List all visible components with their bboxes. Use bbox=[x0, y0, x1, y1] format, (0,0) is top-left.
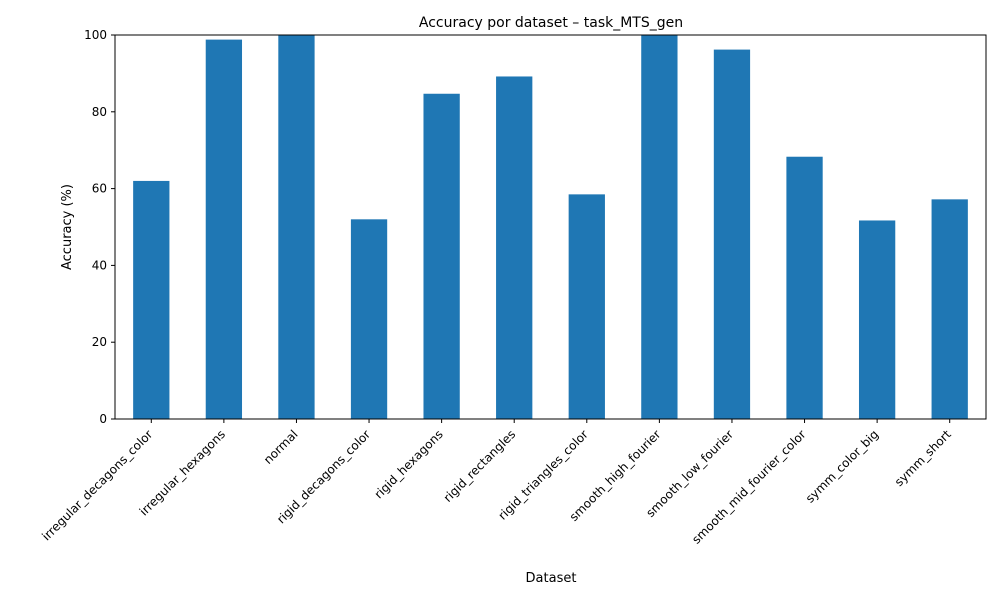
x-tick-label: irregular_decagons_color bbox=[39, 427, 155, 543]
bar-rigid_rectangles bbox=[496, 76, 533, 420]
plot-frame bbox=[114, 34, 987, 420]
bars-group bbox=[133, 35, 968, 420]
bar-symm_short bbox=[931, 199, 968, 419]
bar-smooth_low_fourier bbox=[713, 49, 751, 419]
bar-smooth_mid_fourier_color bbox=[786, 156, 823, 419]
bar-rigid_triangles_color bbox=[568, 194, 605, 419]
x-tick-label: rigid_hexagons bbox=[372, 427, 446, 501]
y-tick-label: 100 bbox=[84, 28, 107, 42]
x-tick-label: normal bbox=[261, 427, 301, 467]
x-axis-label: Dataset bbox=[526, 571, 577, 586]
bar-irregular_hexagons bbox=[205, 39, 243, 419]
chart-title: Accuracy por dataset – task_MTS_gen bbox=[419, 15, 683, 31]
bar-rigid_decagons_color bbox=[350, 219, 388, 419]
bar-smooth_high_fourier bbox=[641, 35, 678, 419]
bar-irregular_decagons_color bbox=[133, 180, 170, 419]
bar-normal bbox=[278, 35, 315, 419]
y-tick-label: 40 bbox=[92, 258, 107, 272]
x-tick-label: symm_color_big bbox=[803, 427, 881, 505]
y-tick-label: 80 bbox=[92, 105, 107, 119]
bar-symm_color_big bbox=[858, 220, 896, 419]
y-tick-label: 20 bbox=[92, 335, 107, 349]
y-tick-label: 60 bbox=[92, 182, 107, 196]
y-axis: 0 20 40 60 80 100 bbox=[84, 28, 115, 426]
x-axis: irregular_decagons_colorirregular_hexago… bbox=[39, 419, 954, 547]
x-tick-label: symm_short bbox=[892, 427, 954, 489]
y-axis-label: Accuracy (%) bbox=[60, 184, 75, 270]
y-tick-label: 0 bbox=[99, 412, 107, 426]
bar-rigid_hexagons bbox=[423, 93, 460, 419]
x-tick-label: rigid_rectangles bbox=[441, 427, 519, 505]
